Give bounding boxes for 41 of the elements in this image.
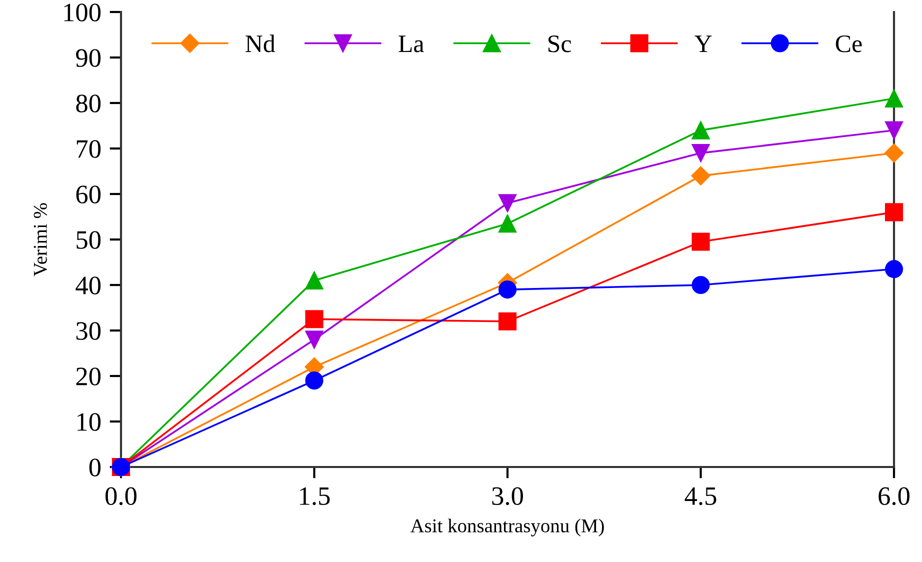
point bbox=[692, 121, 710, 140]
legend-label: La bbox=[398, 36, 424, 52]
point bbox=[498, 280, 517, 299]
point bbox=[692, 276, 710, 294]
x-tick-label: 6.0 bbox=[878, 487, 910, 506]
y-tick-label: 60 bbox=[76, 186, 101, 204]
point bbox=[498, 194, 517, 212]
point bbox=[884, 89, 904, 108]
legend-label: Sc bbox=[548, 35, 572, 52]
x-axis-title: Asit konsantrasyonu (M) bbox=[410, 518, 604, 536]
point bbox=[692, 144, 710, 162]
point bbox=[305, 271, 324, 290]
y-tick-label: 40 bbox=[76, 276, 101, 294]
point bbox=[305, 330, 324, 349]
y-tick-label: 0 bbox=[89, 458, 101, 476]
point bbox=[884, 203, 904, 222]
point bbox=[884, 121, 904, 140]
y-tick-label: 90 bbox=[76, 49, 101, 67]
legend-label: Nd bbox=[246, 34, 276, 52]
point bbox=[884, 144, 904, 163]
x-tick-label: 4.5 bbox=[684, 487, 716, 506]
point bbox=[305, 372, 324, 390]
point bbox=[498, 214, 517, 233]
point bbox=[498, 312, 517, 330]
y-tick-label: 30 bbox=[76, 322, 101, 340]
legend-label: Ce bbox=[836, 35, 862, 52]
point bbox=[884, 260, 904, 278]
y-tick-label: 80 bbox=[76, 94, 101, 112]
y-tick-label: 70 bbox=[76, 140, 101, 158]
point bbox=[692, 232, 710, 251]
x-tick-label: 3.0 bbox=[492, 487, 523, 506]
point bbox=[305, 310, 324, 328]
x-tick-label: 1.5 bbox=[300, 487, 330, 506]
x-tick-label: 0.0 bbox=[106, 487, 136, 506]
legend-label: Y bbox=[694, 36, 712, 52]
y-tick-label: 10 bbox=[77, 413, 101, 431]
y-axis-title: Verimi % bbox=[34, 203, 48, 276]
y-tick-label: 100 bbox=[64, 4, 101, 22]
point bbox=[691, 166, 710, 186]
y-tick-label: 20 bbox=[76, 368, 101, 386]
y-tick-label: 50 bbox=[76, 231, 101, 249]
